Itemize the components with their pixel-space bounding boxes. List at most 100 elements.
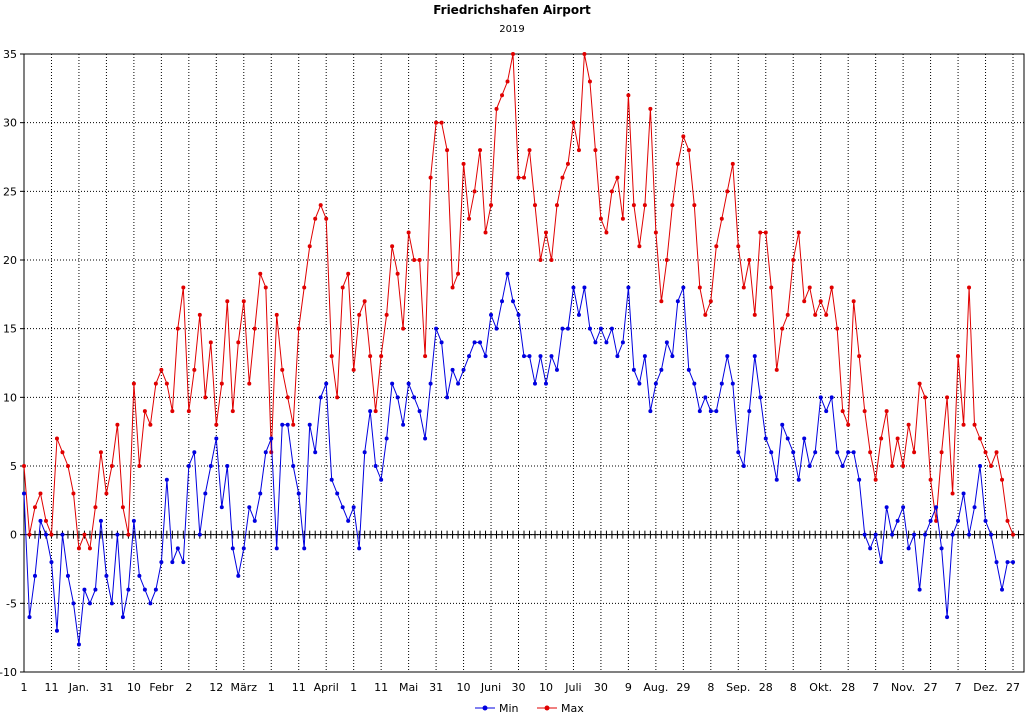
data-point [439, 120, 444, 125]
data-point [939, 450, 944, 455]
data-point [76, 642, 81, 647]
data-point [296, 326, 301, 331]
x-tick-label: 28 [841, 681, 855, 694]
x-tick-label: Sep. [726, 681, 750, 694]
data-point [511, 299, 516, 304]
data-point [1000, 587, 1005, 592]
data-point [824, 312, 829, 317]
data-point [203, 491, 208, 496]
data-point [109, 601, 114, 606]
data-point [236, 573, 241, 578]
data-point [296, 491, 301, 496]
data-point [76, 546, 81, 551]
data-point [467, 216, 472, 221]
data-point [368, 409, 373, 414]
data-point [489, 203, 494, 208]
data-point [741, 285, 746, 290]
data-point [637, 244, 642, 249]
data-point [423, 354, 428, 359]
data-point [543, 381, 548, 386]
data-point [824, 409, 829, 414]
data-point [829, 285, 834, 290]
data-point [571, 285, 576, 290]
data-point [54, 628, 59, 633]
data-point [692, 203, 697, 208]
x-tick-label: 7 [955, 681, 962, 694]
data-point [840, 464, 845, 468]
data-point [142, 587, 147, 592]
data-point [1000, 477, 1005, 482]
data-point [664, 258, 669, 262]
x-tick-label: 9 [625, 681, 632, 694]
data-point [456, 271, 461, 276]
data-point [785, 312, 790, 317]
x-tick-label: Juni [480, 681, 501, 694]
data-point [813, 450, 818, 455]
data-point [511, 52, 516, 56]
data-point [258, 491, 263, 496]
data-point [401, 326, 406, 331]
data-point [593, 340, 598, 345]
data-point [241, 546, 246, 551]
data-point [851, 450, 856, 455]
data-point [87, 601, 92, 606]
x-tick-label: 1 [21, 681, 28, 694]
x-tick-label: 11 [374, 681, 388, 694]
data-point [703, 312, 708, 317]
data-point [340, 285, 345, 290]
data-point [142, 409, 147, 414]
data-point [181, 560, 186, 565]
data-point [659, 367, 664, 372]
data-point [549, 258, 554, 262]
data-point [549, 354, 554, 359]
data-point [675, 299, 680, 304]
data-point [379, 477, 384, 482]
data-point [214, 422, 219, 427]
legend-item-min: Min [475, 702, 519, 715]
data-point [186, 464, 191, 468]
x-tick-label: Febr [149, 681, 173, 694]
data-point [203, 395, 208, 400]
data-point [571, 120, 576, 125]
x-tick-label: 1 [350, 681, 357, 694]
data-point [697, 285, 702, 290]
data-point [714, 244, 719, 249]
data-point [148, 422, 153, 427]
data-point [763, 230, 768, 235]
data-point [758, 395, 763, 400]
data-point [670, 354, 675, 359]
legend-label: Min [499, 702, 519, 715]
data-point [104, 491, 109, 496]
data-point [956, 518, 961, 523]
data-point [538, 258, 543, 262]
data-point [307, 422, 312, 427]
data-point [873, 477, 878, 482]
data-point [225, 299, 230, 304]
x-tick-label: 28 [759, 681, 773, 694]
data-point [71, 601, 76, 606]
data-point [362, 299, 367, 304]
data-point [961, 422, 966, 427]
data-point [230, 409, 235, 414]
data-point [868, 450, 873, 455]
data-point [313, 216, 318, 221]
legend-item-max: Max [537, 702, 584, 715]
data-point [247, 505, 252, 510]
data-point [796, 230, 801, 235]
data-point [934, 505, 939, 510]
y-tick-label: 10 [3, 391, 17, 404]
data-point [153, 587, 158, 592]
data-point [565, 161, 570, 166]
data-point [686, 148, 691, 153]
data-point [417, 409, 422, 414]
data-point [813, 312, 818, 317]
data-point [368, 354, 373, 359]
data-point [593, 148, 598, 153]
x-tick-label: Mai [399, 681, 418, 694]
data-point [653, 230, 658, 235]
data-point [384, 436, 389, 441]
data-point [428, 175, 433, 180]
data-point [604, 230, 609, 235]
data-point [598, 326, 603, 331]
